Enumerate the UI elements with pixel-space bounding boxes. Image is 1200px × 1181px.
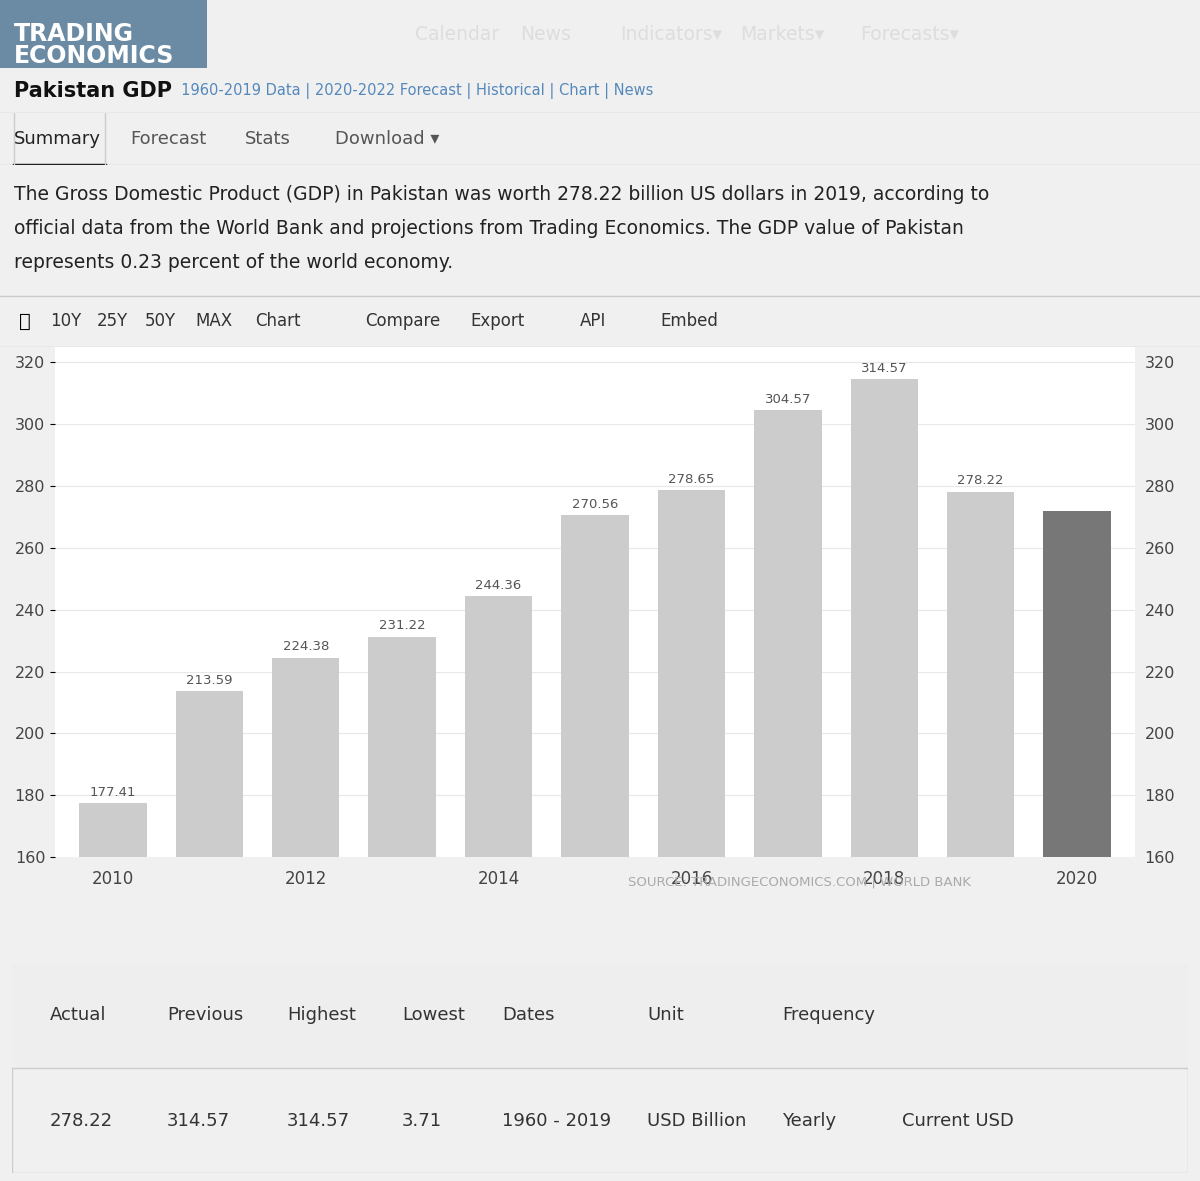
Bar <box>79 803 146 1181</box>
Text: 304.57: 304.57 <box>764 392 811 405</box>
Text: Stats: Stats <box>245 130 290 148</box>
Bar <box>175 691 244 1181</box>
Bar <box>464 596 533 1181</box>
Text: Calendar: Calendar <box>415 25 499 44</box>
Text: 10Y: 10Y <box>50 312 82 329</box>
Bar <box>658 490 725 1181</box>
Text: 3.71: 3.71 <box>402 1111 442 1129</box>
Bar <box>562 515 629 1181</box>
Bar <box>272 658 340 1181</box>
Bar <box>851 379 918 1181</box>
Text: Lowest: Lowest <box>402 1006 464 1024</box>
Bar <box>947 491 1014 1181</box>
Text: 50Y: 50Y <box>145 312 176 329</box>
Text: 224.38: 224.38 <box>282 640 329 653</box>
Text: represents 0.23 percent of the world economy.: represents 0.23 percent of the world eco… <box>14 253 454 272</box>
Text: Frequency: Frequency <box>782 1006 875 1024</box>
Text: Download ▾: Download ▾ <box>335 130 439 148</box>
Text: 1960-2019 Data | 2020-2022 Forecast | Historical | Chart | News: 1960-2019 Data | 2020-2022 Forecast | Hi… <box>172 83 653 99</box>
Text: 213.59: 213.59 <box>186 673 233 686</box>
Text: 📅: 📅 <box>19 312 31 331</box>
Text: Highest: Highest <box>287 1006 356 1024</box>
Text: TRADING: TRADING <box>14 22 134 46</box>
Text: Dates: Dates <box>502 1006 554 1024</box>
Text: 270.56: 270.56 <box>572 497 618 510</box>
Text: API: API <box>580 312 606 329</box>
Text: 177.41: 177.41 <box>90 785 136 798</box>
Text: Pakistan GDP: Pakistan GDP <box>14 81 172 102</box>
Text: 25Y: 25Y <box>97 312 128 329</box>
Text: Chart: Chart <box>256 312 300 329</box>
Text: USD Billion: USD Billion <box>647 1111 746 1129</box>
Text: SOURCE: TRADINGECONOMICS.COM | WORLD BANK: SOURCE: TRADINGECONOMICS.COM | WORLD BAN… <box>629 875 972 888</box>
Text: 278.65: 278.65 <box>668 472 715 485</box>
Text: Export: Export <box>470 312 524 329</box>
Text: Unit: Unit <box>647 1006 684 1024</box>
Text: Current USD: Current USD <box>902 1111 1014 1129</box>
Text: 314.57: 314.57 <box>287 1111 350 1129</box>
Text: Previous: Previous <box>167 1006 244 1024</box>
Text: Forecast: Forecast <box>130 130 206 148</box>
Text: 278.22: 278.22 <box>958 474 1004 487</box>
Text: Markets▾: Markets▾ <box>740 25 824 44</box>
Text: Indicators▾: Indicators▾ <box>620 25 722 44</box>
Text: ECONOMICS: ECONOMICS <box>14 44 174 68</box>
Bar <box>754 410 822 1181</box>
Text: 244.36: 244.36 <box>475 579 522 592</box>
Text: official data from the World Bank and projections from Trading Economics. The GD: official data from the World Bank and pr… <box>14 218 964 239</box>
Bar <box>368 637 436 1181</box>
Text: News: News <box>520 25 571 44</box>
Text: The Gross Domestic Product (GDP) in Pakistan was worth 278.22 billion US dollars: The Gross Domestic Product (GDP) in Paki… <box>14 185 989 204</box>
Text: Yearly: Yearly <box>782 1111 836 1129</box>
Text: 1960 - 2019: 1960 - 2019 <box>502 1111 611 1129</box>
Text: MAX: MAX <box>194 312 232 329</box>
Text: Compare: Compare <box>365 312 440 329</box>
Text: 314.57: 314.57 <box>862 361 907 374</box>
Text: 278.22: 278.22 <box>50 1111 113 1129</box>
Bar <box>0 0 208 68</box>
Bar <box>1043 511 1111 1181</box>
Text: 314.57: 314.57 <box>167 1111 230 1129</box>
Bar <box>12 963 1188 1068</box>
Text: Forecasts▾: Forecasts▾ <box>860 25 959 44</box>
Text: Embed: Embed <box>660 312 718 329</box>
Text: 231.22: 231.22 <box>379 619 426 632</box>
Text: Actual: Actual <box>50 1006 107 1024</box>
Text: Summary: Summary <box>14 130 101 148</box>
